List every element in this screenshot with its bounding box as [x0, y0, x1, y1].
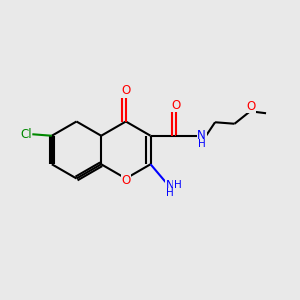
Text: Cl: Cl — [20, 128, 32, 141]
Text: H: H — [198, 139, 206, 149]
Text: O: O — [246, 100, 256, 113]
Text: O: O — [171, 99, 181, 112]
Text: N: N — [197, 129, 206, 142]
Text: H: H — [166, 188, 174, 198]
Text: O: O — [121, 84, 130, 98]
Text: O: O — [121, 173, 130, 187]
Text: N: N — [166, 179, 174, 192]
Text: H: H — [174, 180, 182, 190]
